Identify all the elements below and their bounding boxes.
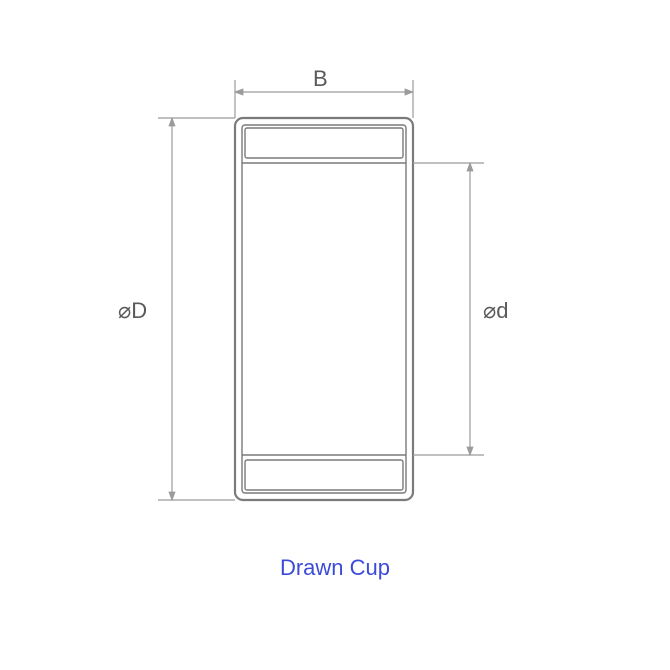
diagram-canvas: B ⌀D ⌀d Drawn Cup	[0, 0, 670, 670]
dimension-label-d: ⌀d	[483, 298, 508, 324]
diagram-caption: Drawn Cup	[0, 555, 670, 581]
dimension-label-D: ⌀D	[118, 298, 147, 324]
dimension-label-B: B	[313, 66, 328, 92]
